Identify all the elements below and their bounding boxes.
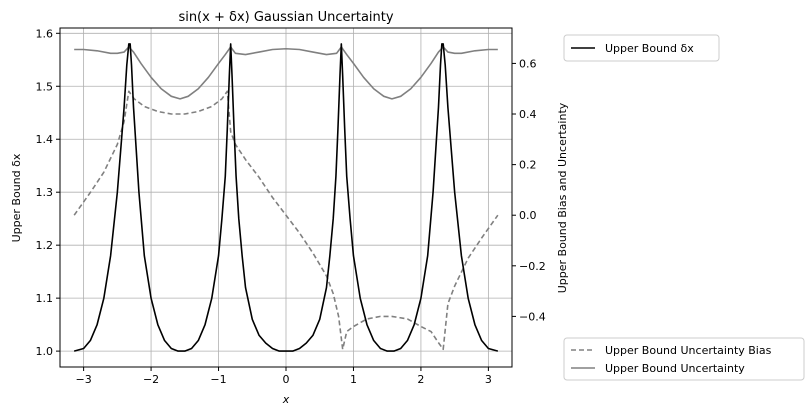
legend-bottom-frame: [563, 337, 805, 381]
x-tick-label: −1: [210, 373, 226, 386]
x-tick-label: 0: [283, 373, 290, 386]
plot-area: [73, 43, 499, 352]
y-tick-label-right: 0.6: [519, 57, 537, 70]
legend-label-delta: Upper Bound δx: [605, 42, 694, 55]
y-tick-label-left: 1.3: [36, 186, 54, 199]
y-tick-label-left: 1.1: [36, 292, 54, 305]
legend-bottom: Upper Bound Uncertainty Bias Upper Bound…: [563, 337, 805, 381]
x-tick-label: −2: [143, 373, 159, 386]
y-axis-left: 1.0 1.1 1.2 1.3 1.4 1.5 1.6: [36, 27, 60, 358]
y-tick-label-right: −0.2: [519, 260, 546, 273]
series-line-uncertainty: [74, 46, 498, 100]
legend-top-frame: [563, 34, 720, 62]
legend-label-uncertainty: Upper Bound Uncertainty: [605, 362, 745, 375]
y-tick-label-left: 1.6: [36, 27, 54, 40]
y-tick-label-right: 0.2: [519, 159, 537, 172]
series-line-bias: [73, 90, 499, 351]
grid: [60, 28, 512, 367]
chart-title: sin(x + δx) Gaussian Uncertainty: [178, 10, 393, 25]
y-axis-label-right: Upper Bound Bias and Uncertainty: [556, 102, 569, 293]
y-tick-label-left: 1.0: [36, 345, 54, 358]
y-tick-label-left: 1.5: [36, 80, 54, 93]
x-axis: −3 −2 −1 0 1 2 3: [76, 367, 492, 386]
y-tick-label-right: 0.4: [519, 108, 537, 121]
y-tick-label-left: 1.2: [36, 239, 54, 252]
y-tick-label-left: 1.4: [36, 133, 54, 146]
x-tick-label: 2: [417, 373, 424, 386]
x-tick-label: 1: [350, 373, 357, 386]
y-tick-label-right: 0.0: [519, 209, 537, 222]
legend-top: Upper Bound δx: [563, 34, 720, 62]
legend-label-bias: Upper Bound Uncertainty Bias: [605, 344, 772, 357]
x-tick-label: −3: [76, 373, 92, 386]
y-tick-label-right: −0.4: [519, 310, 546, 323]
series-line-delta: [73, 43, 499, 352]
y-axis-label-left: Upper Bound δx: [10, 153, 23, 242]
x-tick-label: 3: [485, 373, 492, 386]
y-axis-right: −0.4 −0.2 0.0 0.2 0.4 0.6: [512, 57, 546, 323]
x-axis-label: x: [282, 393, 290, 406]
